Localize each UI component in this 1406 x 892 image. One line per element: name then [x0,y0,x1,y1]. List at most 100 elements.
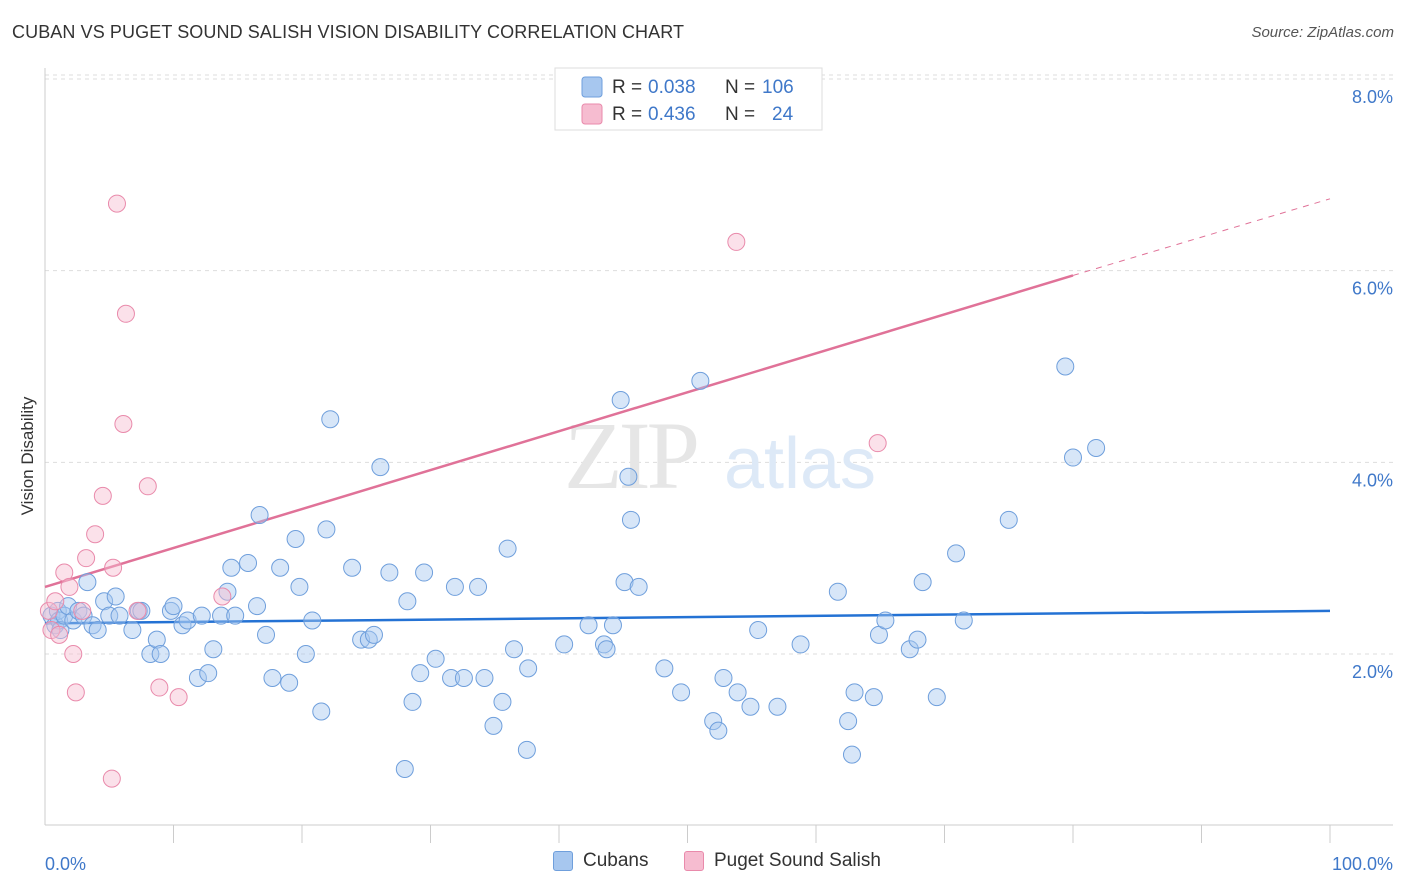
puget-sound-salish-trend-extension [1072,198,1331,276]
cubans-point-96 [845,683,864,702]
puget-sound-salish-point-0 [39,601,58,620]
puget-sound-salish-point-20 [169,688,188,707]
cubans-point-104 [947,544,966,563]
source-label: Source: ZipAtlas.com [1251,24,1394,41]
cubans-point-57 [403,692,422,711]
cubans-point-17 [123,621,142,640]
cubans-point-47 [317,520,336,539]
legend-n-value-blue: 106 [762,77,794,98]
y-tick-label-2: 6.0% [1352,279,1393,299]
legend-bottom: Cubans Puget Sound Salish [0,850,1406,880]
puget-sound-salish-point-4 [55,563,74,582]
cubans-point-51 [359,630,378,649]
y-tick-label-3: 8.0% [1352,87,1393,107]
puget-sound-salish-trend-line [44,274,1074,589]
legend-n-value-pink: 24 [772,104,794,125]
cubans-point-23 [161,601,180,620]
y-tick-label-1: 4.0% [1352,470,1393,490]
cubans-point-29 [199,664,218,683]
cubans-point-11 [83,616,102,635]
cubans-point-89 [741,697,760,716]
x-tick-label-min: 0.0% [45,854,86,874]
cubans-points [42,357,1106,778]
cubans-point-64 [469,577,488,596]
cubans-point-76 [603,616,622,635]
cubans-point-85 [704,712,723,731]
legend-r-label-blue: R = [612,77,642,98]
puget-sound-salish-point-9 [77,549,96,568]
cubans-point-41 [280,673,299,692]
cubans-point-72 [555,635,574,654]
cubans-point-42 [286,530,305,548]
legend-top: R = 0.038 N = 106 R = 0.436 N = 24 [554,67,823,131]
cubans-point-87 [714,668,733,687]
legend-r-label-pink: R = [612,104,642,125]
cubans-point-66 [484,716,503,735]
trend-lines [44,198,1331,625]
puget-sound-salish-point-18 [138,477,157,496]
cubans-point-43 [290,577,309,596]
cubans-point-13 [95,592,114,611]
chart-title: CUBAN VS PUGET SOUND SALISH VISION DISAB… [12,22,685,42]
cubans-point-56 [398,592,417,611]
cubans-point-58 [411,664,430,683]
y-tick-labels: 2.0% 4.0% 6.0% 8.0% [1352,87,1393,682]
cubans-point-74 [594,635,613,654]
cubans-point-73 [579,616,598,635]
watermark-atlas: atlas [724,424,876,504]
cubans-point-28 [192,606,211,625]
x-tick-label-max: 100.0% [1332,854,1393,874]
watermark-zip: ZIP [564,402,697,509]
legend-item-puget-sound-salish: Puget Sound Salish [684,850,881,872]
puget-sound-salish-point-13 [104,558,123,577]
cubans-point-99 [876,611,895,630]
y-tick-label-0: 2.0% [1352,662,1393,682]
cubans-point-60 [426,649,445,668]
cubans-point-93 [828,582,847,601]
cubans-point-14 [100,606,119,625]
legend-item-cubans: Cubans [553,850,649,872]
legend-r-value-blue: 0.038 [648,77,696,98]
legend-label-puget-sound-salish: Puget Sound Salish [714,850,881,871]
cubans-point-12 [88,621,107,640]
cubans-point-65 [475,668,494,687]
cubans-point-86 [709,721,728,740]
puget-sound-salish-point-22 [727,232,746,251]
cubans-point-105 [954,611,973,630]
cubans-point-25 [173,616,192,635]
cubans-point-35 [239,553,258,572]
cubans-point-40 [271,558,290,577]
cubans-point-81 [629,577,648,596]
cubans-point-67 [493,692,512,711]
puget-sound-salish-point-14 [107,194,126,213]
cubans-point-59 [415,563,434,582]
cubans-point-38 [257,625,276,644]
cubans-point-95 [842,745,861,764]
cubans-point-7 [64,611,83,630]
cubans-point-8 [69,601,88,620]
cubans-point-63 [454,668,473,687]
cubans-point-100 [900,640,919,659]
cubans-point-102 [913,573,932,592]
puget-sound-salish-point-21 [213,587,232,606]
legend-n-label-blue: N = [725,77,755,98]
cubans-point-22 [151,645,170,663]
cubans-point-16 [110,606,129,625]
cubans-point-97 [864,688,883,707]
cubans-point-84 [691,371,710,390]
cubans-point-108 [1064,448,1082,467]
cubans-point-45 [303,611,322,630]
cubans-point-82 [655,659,674,678]
cubans-point-106 [999,510,1018,529]
legend-label-cubans: Cubans [583,850,649,871]
puget-sound-salish-point-23 [868,434,887,453]
cubans-point-55 [395,760,414,778]
puget-sound-salish-point-2 [46,592,65,611]
puget-sound-salish-point-11 [93,486,112,505]
legend-swatch-blue [581,76,603,98]
puget-sound-salish-points [39,194,887,788]
cubans-point-15 [106,587,125,606]
legend-n-label-pink: N = [725,104,755,125]
watermark: ZIP atlas [564,402,876,509]
